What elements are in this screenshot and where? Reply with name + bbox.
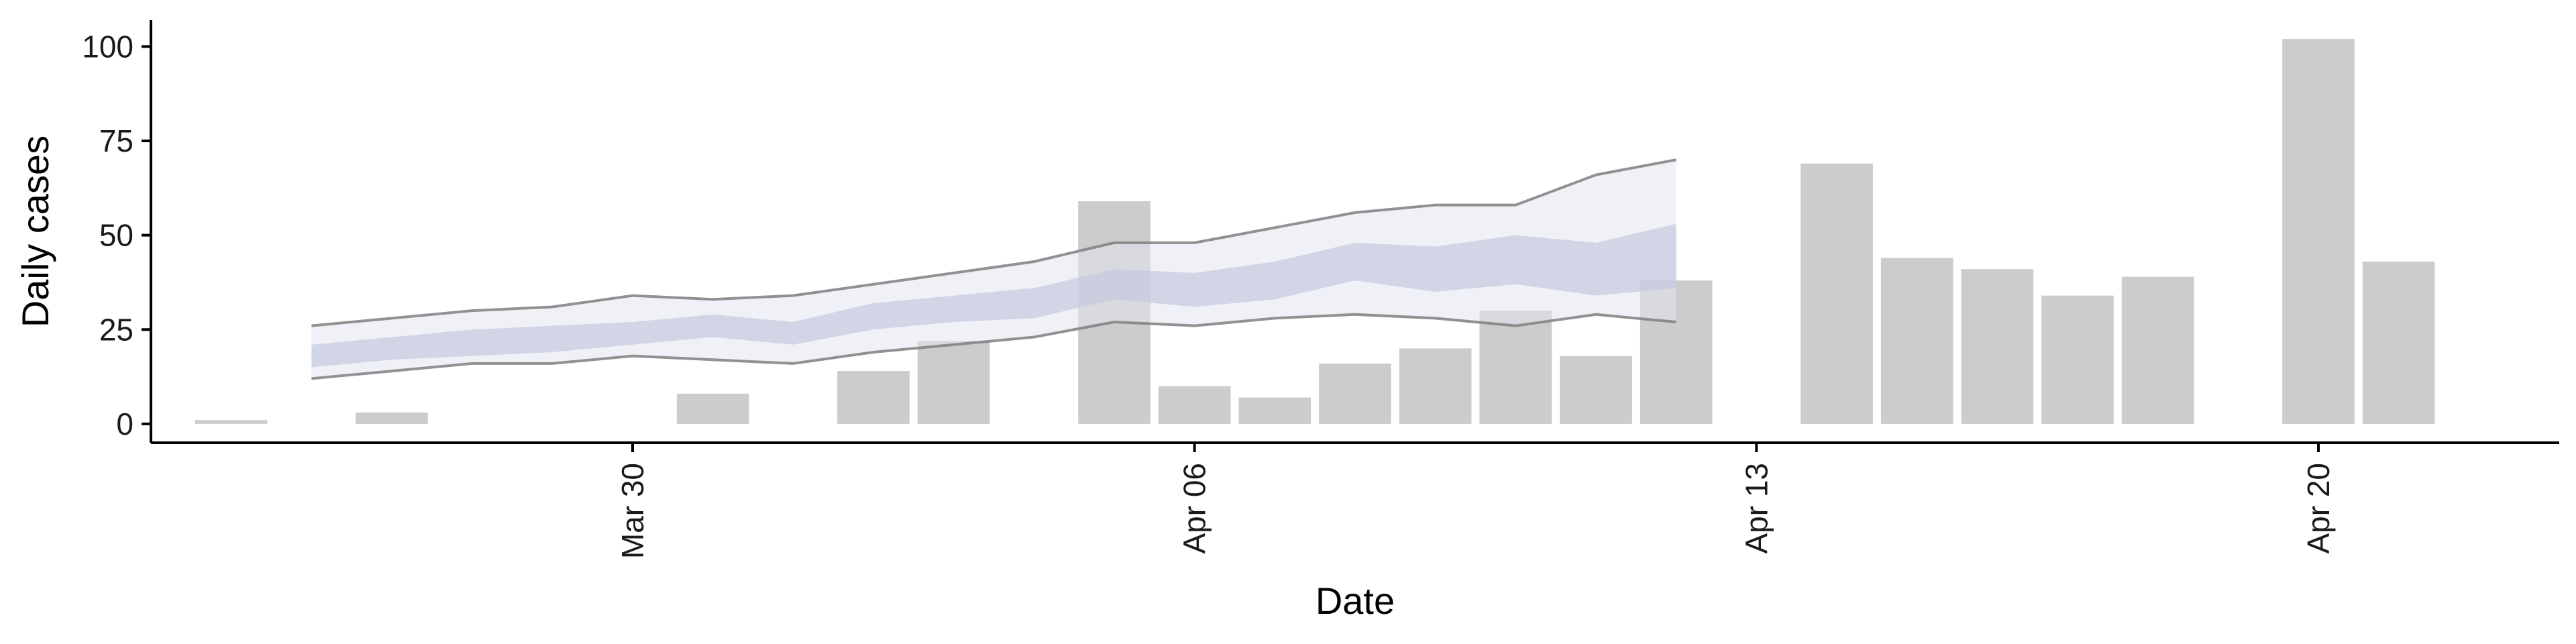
y-tick-label: 25	[99, 312, 133, 347]
x-tick-label: Apr 13	[1739, 463, 1774, 554]
bar	[2282, 39, 2355, 424]
bar	[2121, 276, 2194, 424]
y-ticks: 0 25 50 75 100	[82, 29, 151, 441]
bar	[917, 341, 990, 424]
y-tick-label: 75	[99, 123, 133, 158]
x-tick-label: Apr 06	[1177, 463, 1212, 554]
inner-interval-band	[311, 223, 1676, 368]
bar	[195, 420, 268, 424]
bar	[356, 413, 428, 424]
bar	[676, 393, 749, 424]
bar	[1399, 348, 1472, 424]
bar	[1479, 311, 1552, 424]
bar	[1801, 163, 1873, 424]
y-tick-label: 50	[99, 218, 133, 253]
bar	[1880, 258, 1953, 424]
y-tick-label: 100	[82, 29, 133, 64]
bar	[1238, 397, 1311, 424]
x-axis-title: Date	[1316, 580, 1395, 622]
axes: 0 25 50 75 100 Mar 30 Apr 06 Apr 13 Apr 20	[82, 20, 2559, 559]
x-tick-label: Apr 20	[2301, 463, 2336, 554]
upper-bound-line	[311, 158, 1677, 327]
lower-bound-line	[311, 313, 1676, 380]
bar	[2362, 262, 2435, 424]
estimate-layer	[311, 158, 1677, 380]
bar	[1560, 356, 1632, 424]
bar	[2041, 295, 2114, 424]
y-axis-title: Daily cases	[14, 136, 56, 327]
bar	[1158, 386, 1231, 424]
y-tick-label: 0	[116, 407, 133, 441]
bar	[1319, 363, 1391, 424]
bar	[1961, 269, 2034, 424]
x-ticks: Mar 30 Apr 06 Apr 13 Apr 20	[615, 443, 2336, 559]
x-tick-label: Mar 30	[615, 463, 650, 559]
bar	[837, 371, 910, 424]
